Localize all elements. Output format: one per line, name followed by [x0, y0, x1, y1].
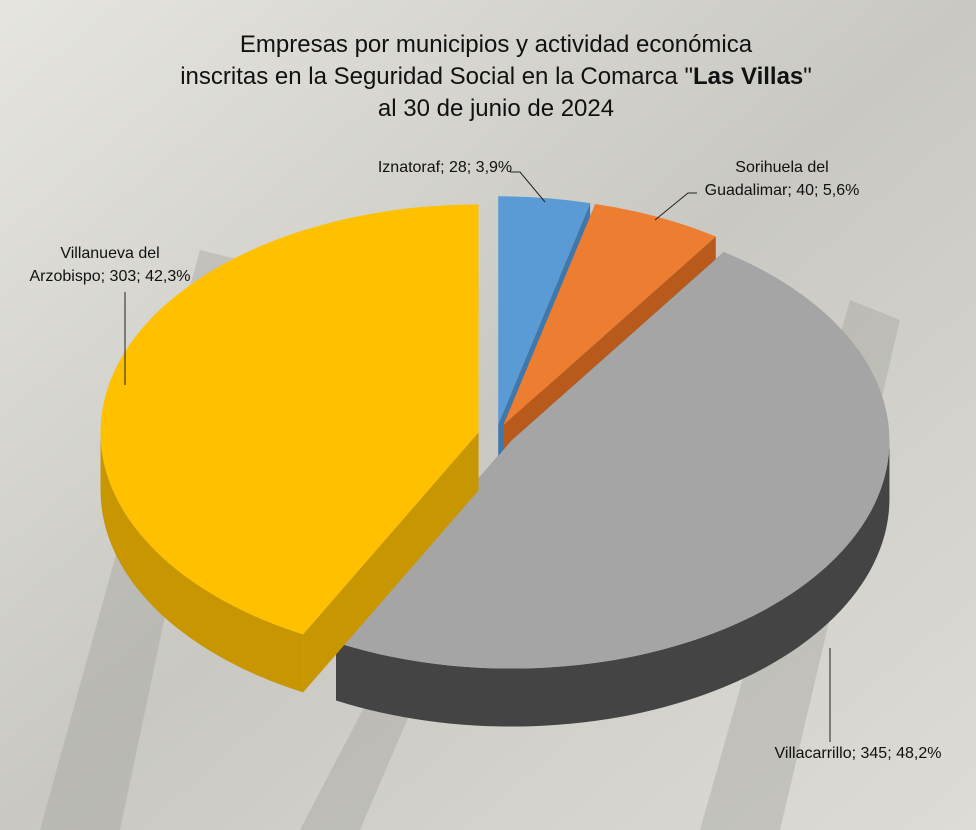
slice-side — [100, 432, 304, 693]
data-label: Villacarrillo; 345; 48,2% — [775, 745, 942, 762]
background-streaks — [40, 250, 900, 830]
leader-line — [510, 171, 546, 203]
slice-side — [336, 440, 890, 727]
data-label: Sorihuela del — [735, 159, 828, 176]
leader-line — [654, 192, 697, 221]
chart-title: Empresas por municipios y actividad econ… — [240, 31, 753, 58]
data-label: Iznatoraf; 28; 3,9% — [378, 159, 512, 176]
slice — [498, 196, 591, 425]
title-part: inscritas en la Seguridad Social en la C… — [180, 63, 693, 90]
chart-title: al 30 de junio de 2024 — [378, 95, 614, 122]
data-label: Guadalimar; 40; 5,6% — [705, 182, 860, 199]
chart-title: inscritas en la Seguridad Social en la C… — [180, 63, 812, 90]
slice — [503, 203, 716, 426]
slice — [100, 204, 479, 635]
title-part: " — [803, 63, 812, 90]
slice-face — [303, 432, 479, 693]
pie — [100, 196, 890, 727]
data-label: Arzobispo; 303; 42,3% — [30, 268, 191, 285]
labels: Iznatoraf; 28; 3,9% Sorihuela del Guadalim… — [30, 159, 942, 762]
data-label: Villanueva del — [60, 245, 159, 262]
title-highlight: Las Villas — [693, 63, 803, 90]
slice — [336, 251, 890, 669]
